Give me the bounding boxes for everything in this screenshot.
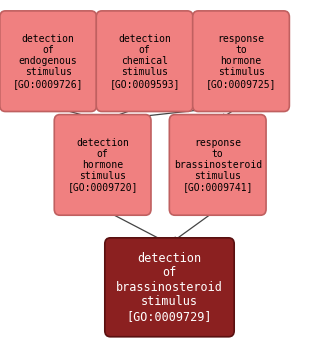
Text: detection
of
hormone
stimulus
[GO:0009720]: detection of hormone stimulus [GO:000972… <box>67 137 138 192</box>
Text: response
to
brassinosteroid
stimulus
[GO:0009741]: response to brassinosteroid stimulus [GO… <box>174 137 262 192</box>
Text: detection
of
endogenous
stimulus
[GO:0009726]: detection of endogenous stimulus [GO:000… <box>13 34 83 89</box>
FancyBboxPatch shape <box>193 11 289 112</box>
FancyBboxPatch shape <box>96 11 193 112</box>
FancyBboxPatch shape <box>105 238 234 337</box>
Text: detection
of
brassinosteroid
stimulus
[GO:0009729]: detection of brassinosteroid stimulus [G… <box>116 252 223 323</box>
FancyBboxPatch shape <box>0 11 96 112</box>
Text: response
to
hormone
stimulus
[GO:0009725]: response to hormone stimulus [GO:0009725… <box>206 34 276 89</box>
Text: detection
of
chemical
stimulus
[GO:0009593]: detection of chemical stimulus [GO:00095… <box>109 34 180 89</box>
FancyBboxPatch shape <box>54 115 151 215</box>
FancyBboxPatch shape <box>169 115 266 215</box>
